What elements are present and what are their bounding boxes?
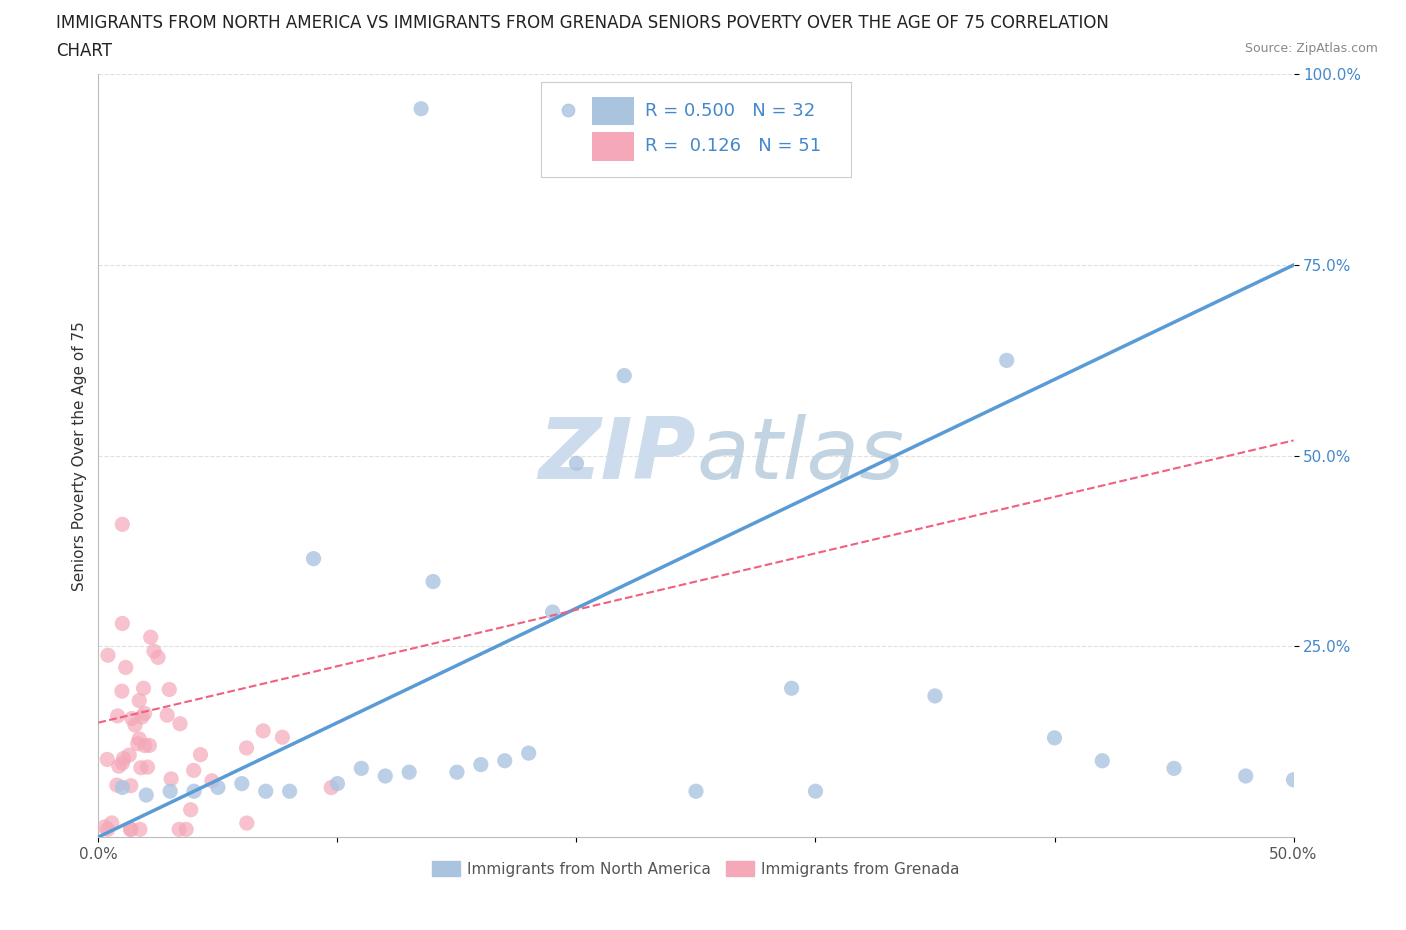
Point (111, 684, 134, 698)
Point (138, 737, 160, 752)
Point (114, 660, 136, 675)
Point (207, 780, 229, 795)
Point (111, 756, 134, 771)
Text: R =  0.126   N = 51: R = 0.126 N = 51 (644, 137, 821, 155)
Point (139, 630, 162, 644)
Point (128, 731, 150, 746)
Point (134, 706, 156, 721)
Point (235, 740, 257, 755)
Point (924, 688, 946, 703)
Point (350, 761, 373, 776)
Point (995, 352, 1018, 367)
Point (326, 777, 349, 791)
FancyBboxPatch shape (541, 82, 852, 178)
Point (231, 777, 253, 791)
Point (804, 784, 827, 799)
Point (183, 763, 205, 777)
Legend: Immigrants from North America, Immigrants from Grenada: Immigrants from North America, Immigrant… (426, 855, 966, 883)
Point (422, 574, 444, 589)
Point (411, 101, 433, 116)
Point (1026, 103, 1049, 118)
Point (136, 760, 159, 775)
Point (143, 644, 166, 658)
Point (183, 784, 205, 799)
Point (201, 774, 224, 789)
Point (156, 708, 179, 723)
Point (121, 711, 143, 726)
Point (174, 822, 197, 837)
Point (93, 819, 115, 834)
Point (271, 730, 294, 745)
Point (108, 759, 131, 774)
Point (685, 784, 707, 799)
Point (190, 747, 212, 762)
Point (132, 681, 155, 696)
Point (252, 724, 274, 738)
Point (517, 746, 540, 761)
Point (180, 803, 202, 817)
Point (96, 752, 118, 767)
Point (565, 456, 588, 471)
Point (374, 768, 396, 783)
Point (1043, 730, 1066, 745)
Point (112, 751, 135, 766)
Point (157, 682, 180, 697)
Point (120, 822, 142, 837)
Point (613, 368, 636, 383)
Point (302, 551, 325, 566)
Point (1091, 753, 1114, 768)
Point (160, 771, 183, 786)
Y-axis label: Seniors Poverty Over the Age of 75: Seniors Poverty Over the Age of 75 (72, 321, 87, 591)
Point (278, 784, 301, 799)
Point (124, 718, 146, 733)
Bar (592, 132, 634, 161)
Point (541, 604, 564, 619)
Point (118, 748, 141, 763)
Point (494, 753, 516, 768)
Text: CHART: CHART (56, 42, 112, 60)
Point (254, 784, 277, 799)
Point (97, 822, 120, 837)
Text: Source: ZipAtlas.com: Source: ZipAtlas.com (1244, 42, 1378, 55)
Point (105, 777, 128, 792)
Point (120, 778, 142, 793)
Point (398, 764, 420, 779)
Point (111, 616, 134, 631)
Point (321, 780, 343, 795)
Point (1234, 768, 1257, 783)
Point (135, 788, 157, 803)
Point (127, 737, 149, 751)
Point (134, 738, 156, 753)
Point (236, 816, 259, 830)
Point (146, 650, 169, 665)
Point (129, 822, 152, 837)
Point (111, 517, 134, 532)
Point (1163, 761, 1185, 776)
Point (167, 822, 190, 837)
Point (131, 710, 153, 724)
Point (100, 816, 122, 830)
Point (446, 764, 468, 779)
Point (120, 822, 142, 837)
Point (159, 784, 181, 799)
Text: atlas: atlas (696, 414, 904, 498)
Point (169, 716, 191, 731)
Bar (592, 97, 634, 126)
Text: ZIP: ZIP (538, 414, 696, 498)
Point (780, 681, 803, 696)
Text: IMMIGRANTS FROM NORTH AMERICA VS IMMIGRANTS FROM GRENADA SENIORS POVERTY OVER TH: IMMIGRANTS FROM NORTH AMERICA VS IMMIGRA… (56, 14, 1109, 32)
Point (107, 709, 129, 724)
Point (1282, 772, 1305, 787)
Point (97, 648, 120, 663)
Text: R = 0.500   N = 32: R = 0.500 N = 32 (644, 102, 815, 120)
Point (111, 780, 134, 795)
Point (470, 757, 492, 772)
Point (128, 693, 150, 708)
Point (129, 761, 152, 776)
